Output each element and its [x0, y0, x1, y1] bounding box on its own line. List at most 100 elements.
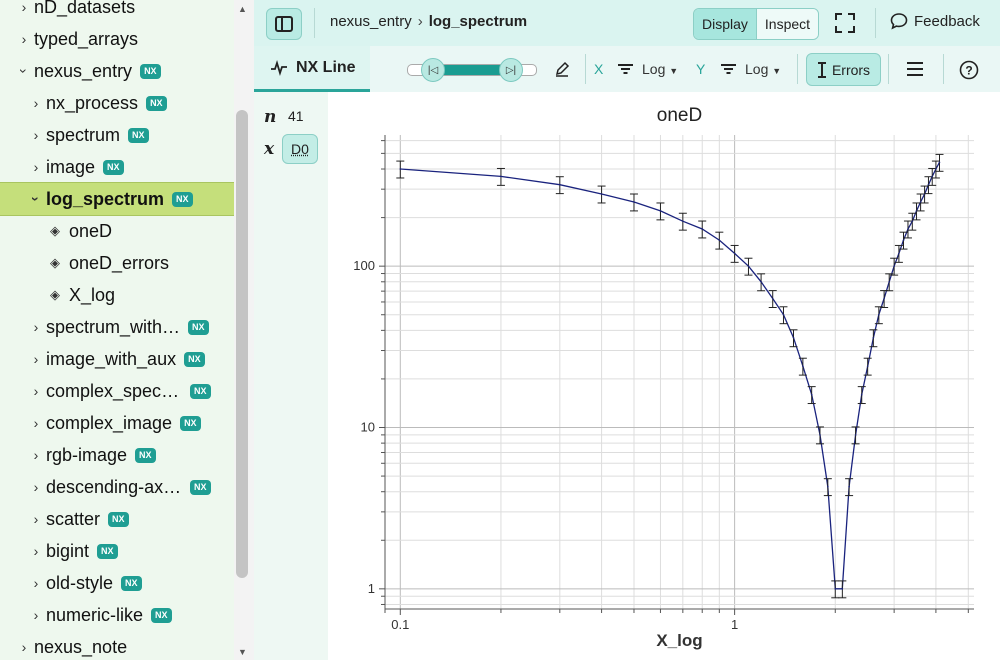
inspect-button[interactable]: Inspect [757, 9, 818, 39]
tree-item[interactable]: › image NX [0, 151, 234, 183]
tree-item[interactable]: › descending-axes NX [0, 471, 234, 503]
display-button[interactable]: Display [694, 9, 757, 39]
slider-max-thumb[interactable]: ▷| [499, 58, 523, 82]
x-axis-letter: X [594, 61, 603, 77]
y-scale-value: Log [745, 61, 768, 77]
slider-min-thumb[interactable]: |◁ [421, 58, 445, 82]
sidebar-scroll-thumb[interactable] [236, 110, 248, 578]
divider [875, 8, 876, 38]
sidebar-panel-icon [275, 16, 293, 32]
scroll-up-arrow-icon[interactable]: ▲ [238, 4, 247, 14]
y-scale-select[interactable]: Log ▼ [745, 61, 781, 77]
nx-badge: NX [128, 128, 149, 143]
data-point [878, 314, 880, 316]
tree-item-label: image_with_aux [46, 349, 176, 370]
scroll-down-arrow-icon[interactable]: ▼ [238, 647, 247, 657]
data-point [682, 220, 684, 222]
tree-item[interactable]: › nD_datasets [0, 0, 234, 23]
chevron-right-icon[interactable]: › [30, 351, 42, 367]
tree-item[interactable]: › nexus_note [0, 631, 234, 660]
chevron-right-icon[interactable]: › [30, 607, 42, 623]
x-scale-select[interactable]: Log ▼ [642, 61, 678, 77]
chevron-right-icon[interactable]: › [30, 159, 42, 175]
divider [314, 8, 315, 38]
tree-item[interactable]: › spectrum_with… NX [0, 311, 234, 343]
chevron-right-icon[interactable]: › [30, 479, 42, 495]
data-point [701, 228, 703, 230]
tree-item[interactable]: › bigint NX [0, 535, 234, 567]
tab-nx-line[interactable]: NX Line [254, 46, 370, 92]
data-point [888, 281, 890, 283]
dim-x-axis-button[interactable]: D0 [282, 134, 318, 164]
fullscreen-icon[interactable] [834, 12, 856, 34]
chevron-right-icon[interactable]: › [30, 415, 42, 431]
data-point [811, 394, 813, 396]
help-icon[interactable]: ? [959, 60, 979, 80]
tree-item[interactable]: › rgb-image NX [0, 439, 234, 471]
chevron-right-icon[interactable]: › [30, 319, 42, 335]
chart-canvas[interactable]: oneD 0.1 1 1 10 100 X_log [328, 92, 1000, 660]
menu-icon[interactable] [906, 61, 924, 77]
nx-badge: NX [188, 320, 209, 335]
tree-item-label: old-style [46, 573, 113, 594]
data-point [867, 365, 869, 367]
tree-item[interactable]: › log_spectrum NX [0, 183, 234, 215]
y-tick-label: 1 [368, 581, 375, 596]
data-point [855, 434, 857, 436]
toggle-sidebar-button[interactable] [266, 8, 302, 40]
chevron-right-icon[interactable]: › [30, 575, 42, 591]
tree-item[interactable]: › complex_image NX [0, 407, 234, 439]
chevron-right-icon[interactable]: › [30, 511, 42, 527]
data-point [883, 298, 885, 300]
nx-badge: NX [97, 544, 118, 559]
data-point [903, 239, 905, 241]
nx-badge: NX [172, 192, 193, 207]
breadcrumb-chevron-icon: › [418, 13, 423, 30]
chevron-right-icon[interactable]: › [18, 0, 30, 15]
data-point [399, 168, 401, 170]
chevron-right-icon[interactable]: › [18, 639, 30, 655]
chevron-right-icon[interactable]: › [30, 383, 42, 399]
chevron-right-icon[interactable]: › [30, 447, 42, 463]
breadcrumb-parent[interactable]: nexus_entry [330, 13, 412, 30]
x-axis-label: X_log [656, 631, 702, 650]
tree-item[interactable]: ◈ oneD_errors [0, 247, 234, 279]
nx-badge: NX [146, 96, 167, 111]
chevron-right-icon[interactable]: › [30, 543, 42, 559]
tree-item-label: scatter [46, 509, 100, 530]
feedback-button[interactable]: Feedback [890, 12, 980, 30]
tree-item[interactable]: › nexus_entry NX [0, 55, 234, 87]
tree-item[interactable]: › complex_spect… NX [0, 375, 234, 407]
dim-n-label: n [264, 107, 276, 127]
data-point [935, 168, 937, 170]
tree-item-label: nx_process [46, 93, 138, 114]
tree-item-label: numeric-like [46, 605, 143, 626]
tree-item-label: complex_spect… [46, 381, 182, 402]
tree-item[interactable]: › typed_arrays [0, 23, 234, 55]
tree-item[interactable]: › image_with_aux NX [0, 343, 234, 375]
tree-item[interactable]: ◈ oneD [0, 215, 234, 247]
nx-badge: NX [121, 576, 142, 591]
dim-n-value: 41 [288, 108, 304, 124]
dimension-mapper: n 41 x D0 [254, 92, 328, 660]
edit-domain-pencil-icon[interactable] [554, 61, 570, 77]
tree-item[interactable]: › numeric-like NX [0, 599, 234, 631]
data-point [861, 394, 863, 396]
data-line [400, 162, 939, 589]
chevron-down-icon[interactable]: › [28, 193, 44, 205]
tree-item-label: rgb-image [46, 445, 127, 466]
nx-badge: NX [135, 448, 156, 463]
tree-item[interactable]: › old-style NX [0, 567, 234, 599]
chevron-right-icon[interactable]: › [30, 95, 42, 111]
errors-toggle-button[interactable]: Errors [806, 53, 881, 86]
tree-item-label: nexus_entry [34, 61, 132, 82]
tree-item[interactable]: › scatter NX [0, 503, 234, 535]
chevron-right-icon[interactable]: › [30, 127, 42, 143]
tree-item[interactable]: ◈ X_log [0, 279, 234, 311]
tree-item[interactable]: › spectrum NX [0, 119, 234, 151]
tree-item-label: oneD_errors [69, 253, 169, 274]
data-point [793, 337, 795, 339]
chevron-down-icon[interactable]: › [16, 65, 32, 77]
chevron-right-icon[interactable]: › [18, 31, 30, 47]
tree-item[interactable]: › nx_process NX [0, 87, 234, 119]
